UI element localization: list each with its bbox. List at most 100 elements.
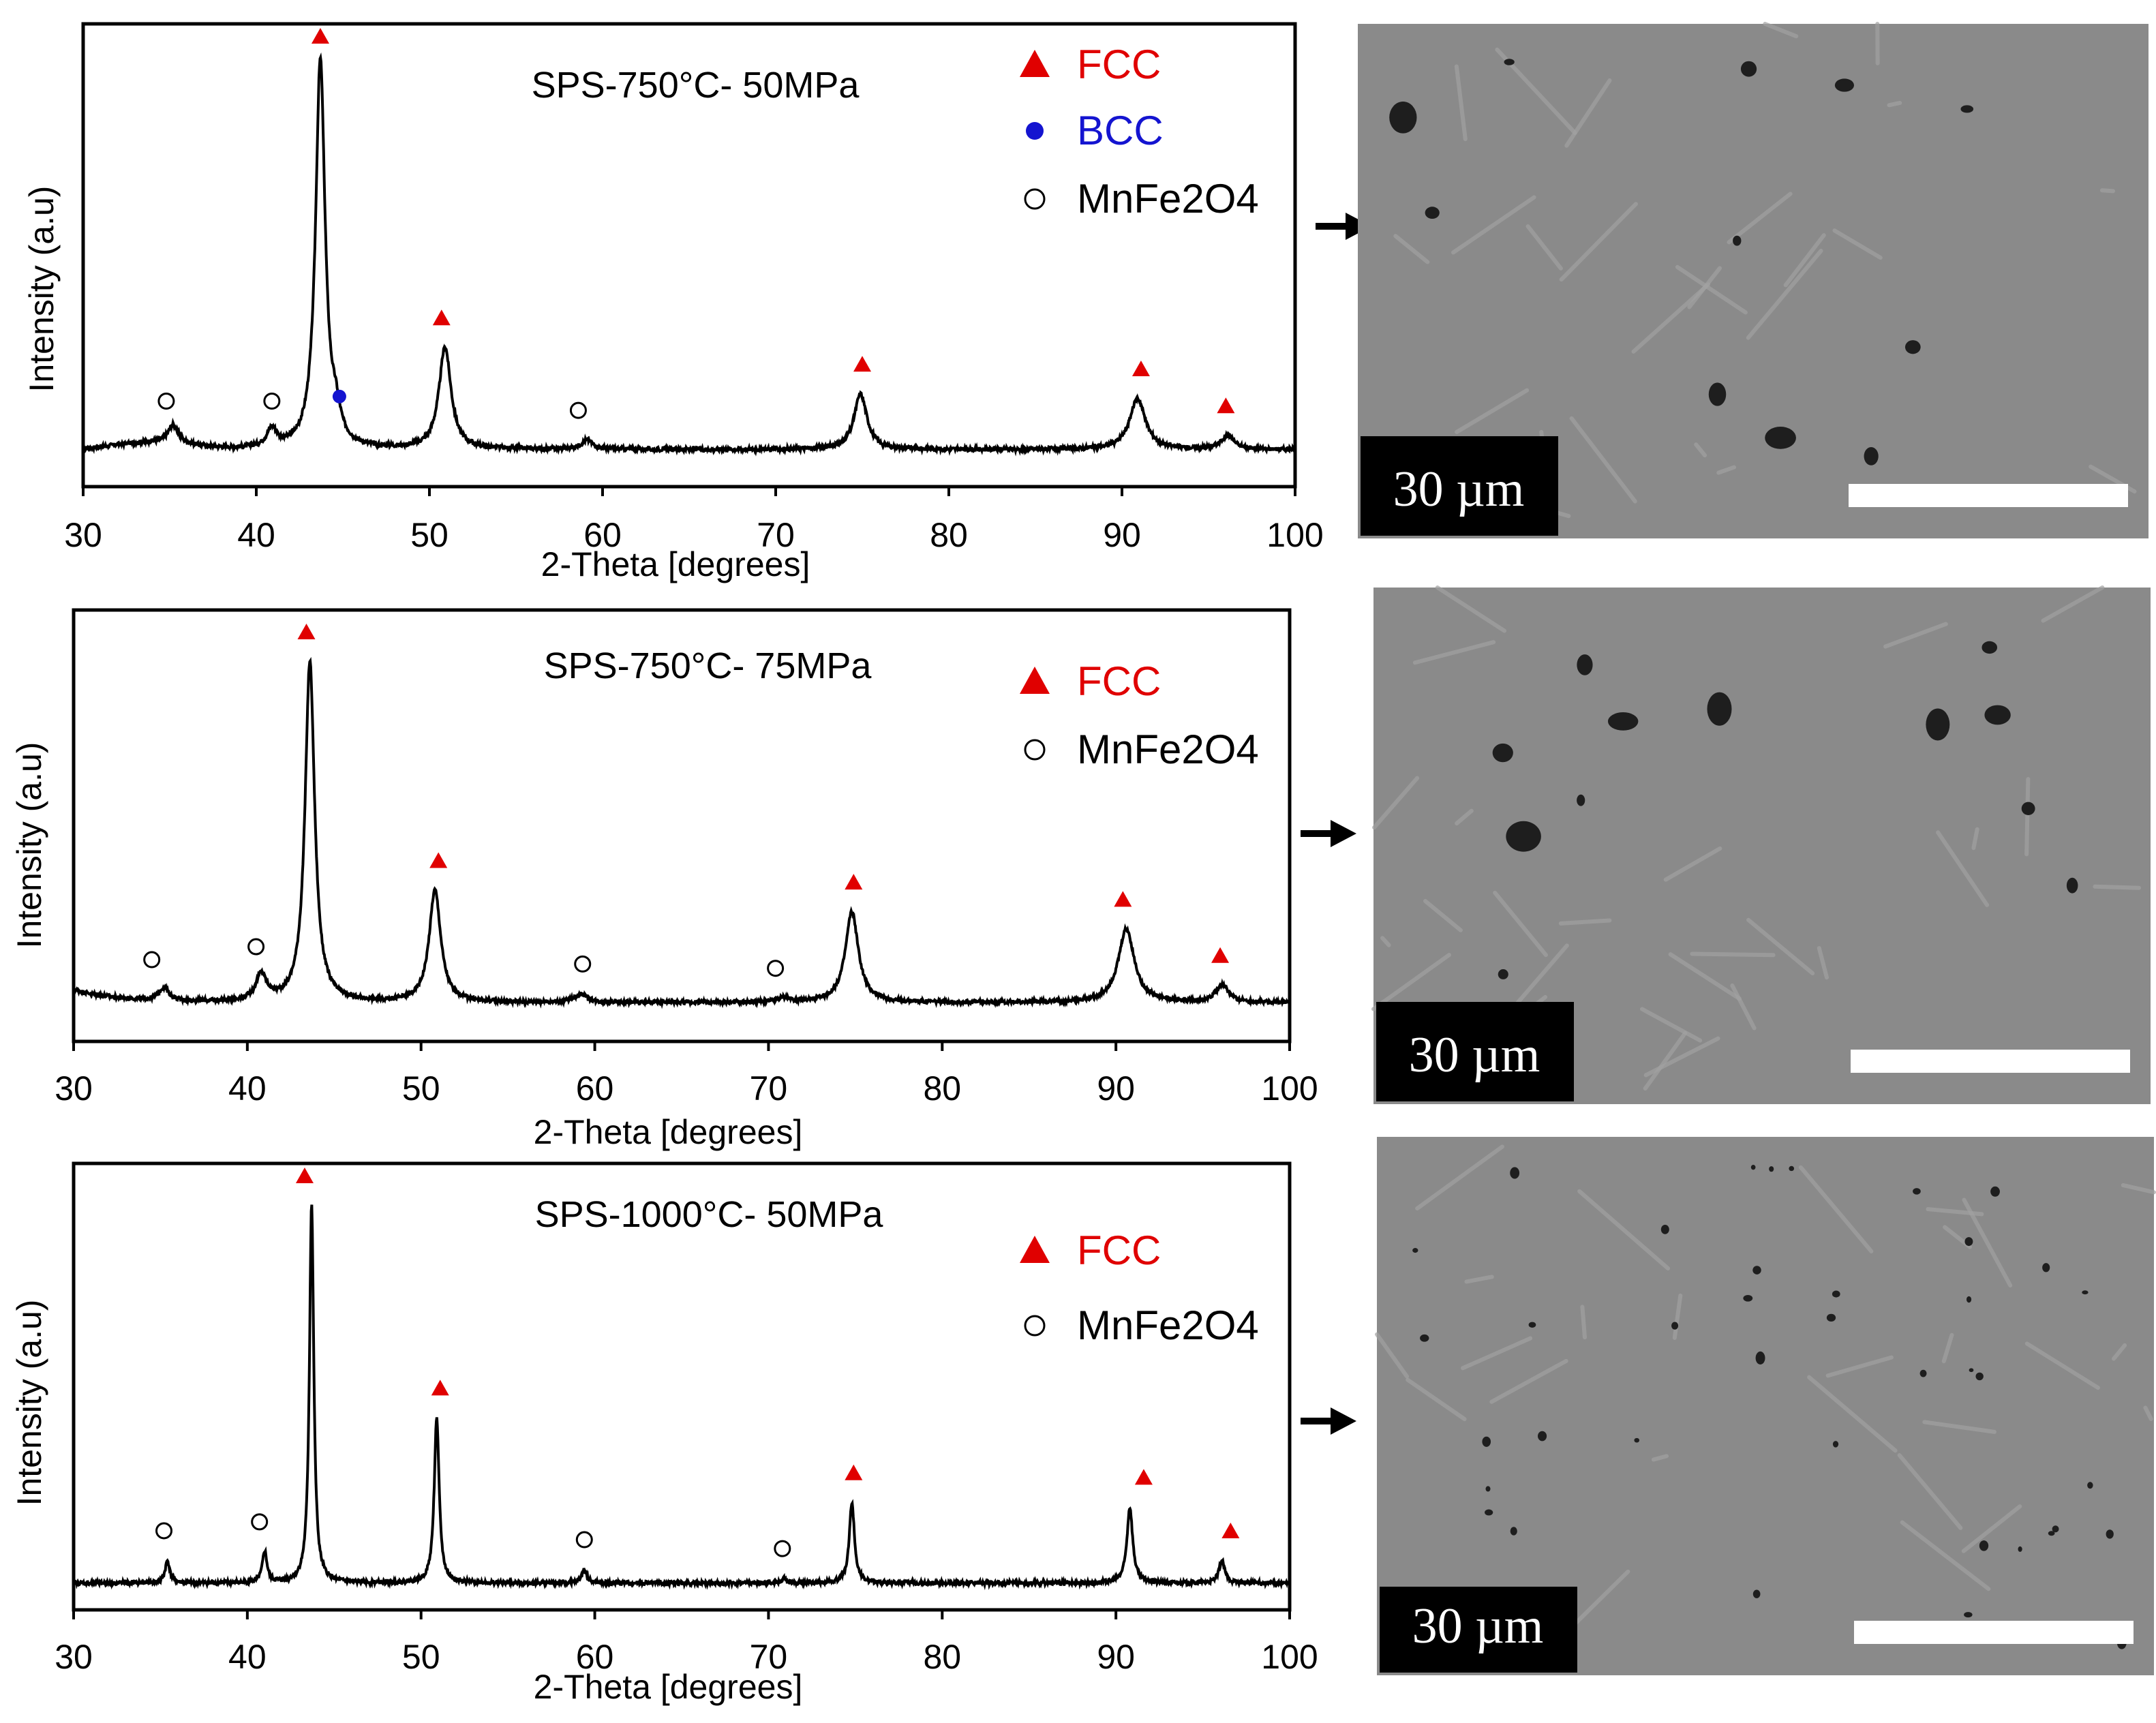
grain-boundary	[1455, 388, 1530, 434]
pore	[1966, 1296, 1972, 1303]
pore	[2082, 1290, 2089, 1295]
x-tick-label: 90	[1103, 516, 1141, 554]
pore	[2066, 877, 2078, 894]
mnfe2o4-marker	[247, 938, 265, 956]
legend-label: MnFe2O4	[1077, 727, 1259, 772]
y-axis-label: Intensity (a.u)	[10, 742, 48, 949]
grain-boundary	[1435, 585, 1507, 633]
xrd-pattern-line	[72, 1204, 1291, 1591]
grain-boundary	[1464, 1275, 1494, 1284]
grain-boundary	[1569, 416, 1637, 504]
grain-boundary	[1559, 202, 1638, 282]
y-axis-label: Intensity (a.u)	[22, 186, 61, 393]
legend-label: MnFe2O4	[1077, 1302, 1259, 1348]
pore	[1832, 1290, 1840, 1298]
fcc-marker	[432, 309, 451, 326]
grain-boundary	[1672, 1293, 1683, 1340]
mnfe2o4-marker	[143, 951, 161, 969]
fcc-marker	[1217, 397, 1235, 414]
grain-boundary	[2093, 884, 2142, 890]
pore	[1755, 1351, 1765, 1365]
x-tick-label: 100	[1261, 1069, 1318, 1108]
grain-boundary	[1971, 827, 1979, 851]
pore	[1607, 712, 1639, 731]
pore	[1752, 1589, 1761, 1598]
grain-boundary	[1412, 640, 1496, 665]
x-tick-label: 50	[410, 516, 449, 554]
grain-boundary	[1900, 1520, 1991, 1591]
pore	[1990, 1186, 2000, 1197]
x-tick-label: 60	[576, 1069, 614, 1108]
pore	[1425, 207, 1440, 219]
pore	[1485, 1509, 1493, 1516]
grain-boundary	[1716, 465, 1737, 475]
grain-boundary	[1887, 100, 1902, 108]
legend-open-circle-icon	[1024, 739, 1046, 761]
x-tick-label: 90	[1097, 1069, 1135, 1108]
grain-boundary	[2121, 1183, 2156, 1195]
grain-boundary	[1371, 953, 1451, 1011]
sample-label: SPS-750°C- 50MPa	[532, 65, 860, 106]
grain-boundary	[1922, 1420, 1996, 1434]
plot-frame	[72, 608, 1292, 1043]
pore	[1979, 1540, 1989, 1551]
legend-label: BCC	[1077, 108, 1164, 153]
pore	[1485, 1486, 1491, 1492]
grain-boundary	[1817, 946, 1829, 980]
mnfe2o4-marker	[569, 401, 587, 419]
grain-boundary	[1746, 249, 1823, 340]
grain-boundary	[1730, 983, 1757, 1031]
legend-label: FCC	[1077, 42, 1161, 87]
grain-boundary	[1558, 918, 1612, 926]
legend-filled-circle-icon	[1026, 122, 1044, 140]
pore	[1926, 708, 1950, 741]
grain-boundary	[1926, 1207, 1984, 1217]
legend-triangle-icon	[1020, 1236, 1050, 1263]
pointer-arrow-head	[1331, 820, 1356, 847]
fcc-marker	[295, 1168, 314, 1183]
pore	[1864, 446, 1879, 466]
pore	[1412, 1248, 1418, 1253]
grain-boundary	[1580, 1305, 1587, 1340]
sample-label: SPS-1000°C- 50MPa	[535, 1194, 884, 1235]
x-tick-label: 100	[1261, 1638, 1318, 1676]
pore	[1750, 1165, 1756, 1170]
x-tick-label: 60	[583, 516, 622, 554]
grain-boundary	[1451, 195, 1536, 255]
pore	[1420, 1334, 1429, 1342]
mnfe2o4-marker	[251, 1513, 269, 1531]
x-tick-label: 30	[55, 1069, 93, 1108]
grain-boundary	[2143, 1405, 2153, 1421]
pore	[1765, 426, 1796, 449]
pore	[1740, 61, 1757, 77]
pore	[2087, 1482, 2093, 1489]
pore	[1708, 382, 1727, 406]
pore	[1834, 78, 1854, 92]
pore	[1510, 1167, 1520, 1179]
pore	[1671, 1322, 1679, 1330]
x-tick-label: 100	[1266, 516, 1323, 554]
scale-label: 30 µm	[1393, 461, 1525, 517]
xrd-panel-2: 30 40 50 60 70 80 90 100 2-Theta [degrees] Intens…	[10, 608, 1356, 1151]
pore	[1707, 692, 1732, 726]
pore	[1969, 1368, 1974, 1373]
grain-boundary	[1577, 1189, 1671, 1271]
grain-boundary	[1936, 830, 1990, 907]
grain-boundary	[1489, 1358, 1568, 1404]
pore	[1743, 1294, 1753, 1302]
pore	[2018, 1546, 2022, 1552]
grain-boundary	[2112, 1343, 2127, 1361]
plot-frame	[72, 1161, 1292, 1612]
pore	[1982, 641, 1998, 654]
pore	[1506, 821, 1541, 852]
y-axis-label: Intensity (a.u)	[10, 1300, 48, 1506]
plot-frame	[81, 22, 1297, 489]
grain-boundary	[1640, 1007, 1703, 1043]
fcc-marker	[1134, 1469, 1153, 1485]
x-tick-label: 60	[576, 1638, 614, 1676]
pore	[1538, 1431, 1547, 1442]
legend-open-circle-icon	[1024, 1315, 1046, 1337]
grain-boundary	[1406, 1377, 1467, 1422]
fcc-marker	[853, 356, 871, 372]
